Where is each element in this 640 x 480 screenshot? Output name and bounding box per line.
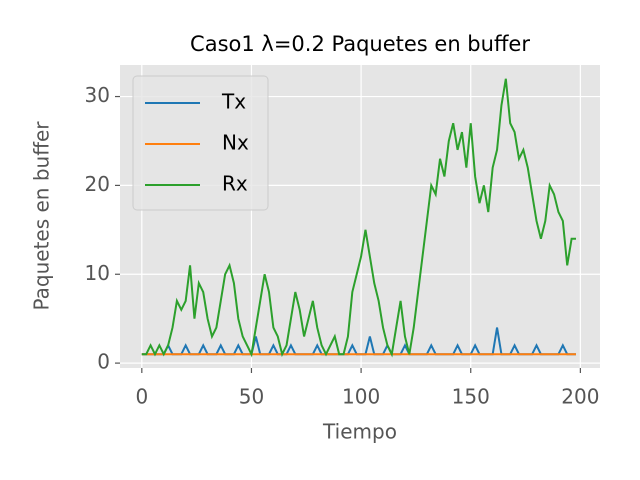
legend: Tx Nx Rx xyxy=(132,75,269,211)
legend-label: Tx xyxy=(221,90,246,114)
x-tick-label: 150 xyxy=(452,385,490,409)
series-line xyxy=(141,78,576,358)
y-tick-label: 0 xyxy=(97,350,110,374)
y-axis-label: Paquetes en buffer xyxy=(30,121,54,311)
x-tick-label: 0 xyxy=(135,385,148,409)
legend-label: Rx xyxy=(222,172,248,196)
legend-label: Nx xyxy=(222,131,249,155)
x-tick-label: 200 xyxy=(561,385,599,409)
x-tick-label: 50 xyxy=(239,385,264,409)
x-axis-label: Tiempo xyxy=(322,420,397,444)
y-tick-label: 20 xyxy=(85,172,110,196)
legend-box xyxy=(132,75,269,211)
y-tick-label: 30 xyxy=(85,83,110,107)
x-tick-label: 100 xyxy=(342,385,380,409)
y-tick-label: 10 xyxy=(85,261,110,285)
chart-title: Caso1 λ=0.2 Paquetes en buffer xyxy=(190,32,530,56)
